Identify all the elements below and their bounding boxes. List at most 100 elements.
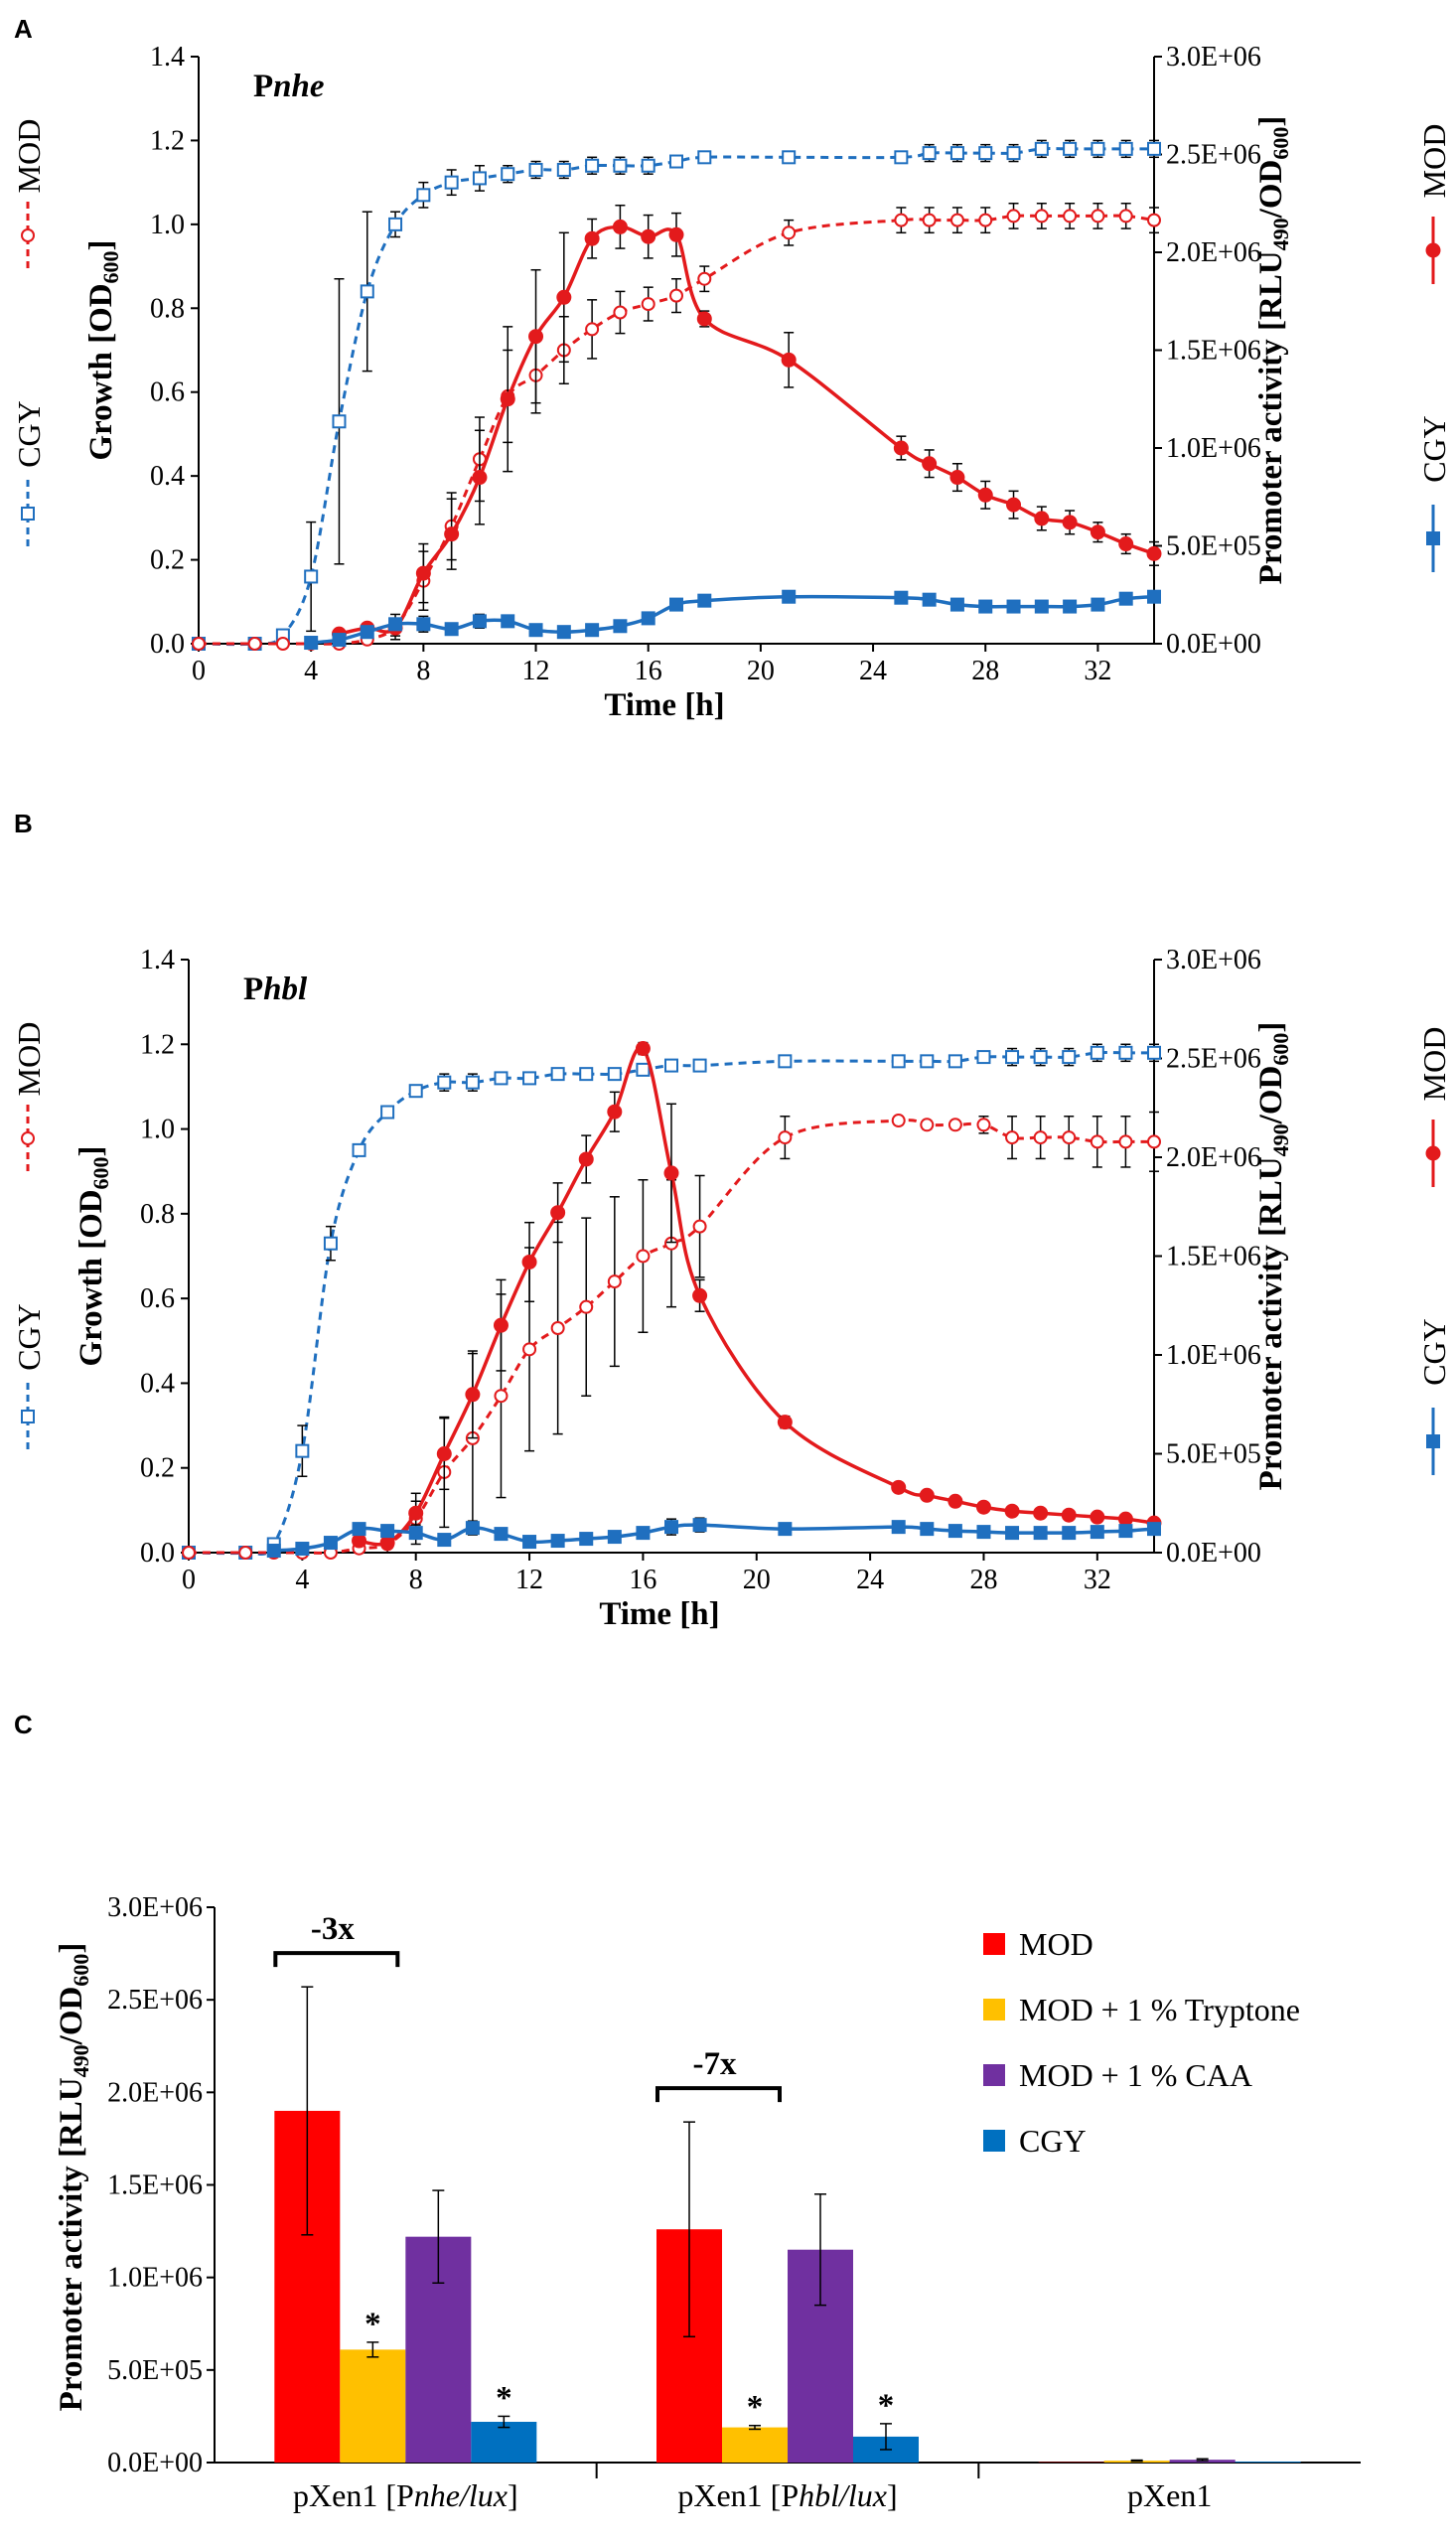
- series-line: [310, 594, 1155, 645]
- data-point: [444, 622, 459, 637]
- left-y-axis-title: Growth [OD600]: [73, 1145, 113, 1366]
- right-y-tick-label: 5.0E+05: [1166, 531, 1261, 562]
- data-point: [1118, 1134, 1133, 1149]
- data-point: [550, 1534, 565, 1549]
- fold-change-label: -3x: [311, 1911, 355, 1947]
- chart-title: Phbl: [243, 972, 308, 1007]
- x-tick-label: 24: [859, 656, 887, 686]
- data-point: [556, 289, 572, 305]
- data-point: [947, 1054, 962, 1069]
- x-tick-label: 12: [515, 1565, 543, 1595]
- chart-title: Pnhe: [253, 69, 325, 104]
- data-point: [295, 1542, 310, 1557]
- x-tick-label: 4: [295, 1565, 309, 1595]
- data-point: [1063, 599, 1078, 614]
- data-point: [697, 593, 712, 608]
- legend-label: MOD + 1 % Tryptone: [1019, 1992, 1300, 2027]
- data-point: [894, 150, 909, 165]
- data-point: [1090, 1509, 1105, 1525]
- data-point: [1062, 1526, 1077, 1541]
- right-y-axis-title: Promoter activity [RLU490/OD600]: [1253, 116, 1293, 585]
- data-point: [494, 1389, 509, 1404]
- right-y-title-sub1: 490: [1268, 1123, 1293, 1156]
- data-point: [1034, 209, 1049, 224]
- group-label-post: ]: [508, 2477, 518, 2513]
- data-point: [1006, 209, 1021, 224]
- left-y-tick-label: 0.6: [150, 377, 185, 408]
- left-y-title-end: ]: [83, 239, 119, 250]
- x-tick-label: 20: [747, 656, 775, 686]
- data-point: [1005, 1526, 1020, 1541]
- data-point: [922, 146, 937, 161]
- data-point: [472, 614, 487, 629]
- bar-mod-1-tryptone: [340, 2349, 406, 2463]
- group-label: pXen1 [Phbl/lux]: [677, 2477, 897, 2513]
- data-point: [920, 1522, 935, 1537]
- data-point: [1147, 1134, 1161, 1149]
- data-point: [782, 225, 797, 240]
- group-label-italic: nhe/lux: [414, 2477, 508, 2513]
- data-point: [947, 1524, 962, 1539]
- data-point: [1033, 1526, 1048, 1541]
- legend-swatch: [983, 2064, 1005, 2086]
- right-y-axis-title: Promoter activity [RLU490/OD600]: [1253, 1022, 1293, 1491]
- left-y-tick-label: 0.6: [140, 1283, 175, 1314]
- data-point: [976, 1050, 991, 1065]
- left-y-tick-label: 0.4: [150, 461, 185, 492]
- data-point: [465, 1521, 480, 1536]
- legend-label-mod: MOD: [1416, 124, 1452, 199]
- left-y-tick-label: 0.0: [150, 629, 185, 660]
- data-point: [697, 271, 712, 286]
- line-chart-b: 0.0 0.2 0.4 0.6 0.8 1.0 1.2 1.4 0.0E+00 5.0E+05 1.…: [11, 945, 1452, 1632]
- legend-label-cgy: CGY: [11, 1303, 47, 1371]
- series-cgy-promoter: [266, 1517, 1161, 1559]
- data-point: [579, 1067, 594, 1082]
- data-point: [436, 1446, 452, 1461]
- legend-label-mod: MOD: [11, 119, 47, 194]
- data-point: [494, 1071, 509, 1086]
- data-point: [500, 391, 515, 407]
- y-tick-label: 2.5E+06: [107, 1985, 203, 2016]
- data-point: [1118, 536, 1134, 552]
- data-point: [352, 1522, 366, 1537]
- left-y-tick-label: 0.8: [150, 293, 185, 324]
- legend-label-mod: MOD: [11, 1022, 47, 1097]
- data-point: [949, 213, 964, 227]
- data-point: [613, 158, 628, 173]
- legend-label-cgy: CGY: [1416, 1318, 1452, 1386]
- chart-title-italic: nhe: [273, 69, 324, 104]
- x-tick-label: 28: [969, 1565, 997, 1595]
- data-point: [1118, 1524, 1133, 1539]
- x-tick-label: 4: [304, 656, 318, 686]
- data-point: [891, 1114, 906, 1128]
- y-title-mid: /OD: [54, 1987, 89, 2046]
- y-title-sub1: 490: [69, 2044, 93, 2077]
- left-y-tick-label: 0.0: [140, 1538, 175, 1569]
- data-point: [444, 526, 460, 542]
- data-point: [893, 440, 909, 456]
- data-point: [380, 1524, 395, 1539]
- legend-label: MOD: [1019, 1926, 1093, 1962]
- right-y-tick-label: 1.5E+06: [1166, 336, 1261, 367]
- left-y-title-end: ]: [73, 1145, 109, 1156]
- data-point: [919, 1487, 935, 1503]
- data-point: [1118, 209, 1133, 224]
- data-point: [1062, 1050, 1077, 1065]
- data-point: [1091, 141, 1105, 156]
- data-point: [1118, 141, 1133, 156]
- series-line: [198, 147, 1154, 647]
- data-point: [669, 597, 683, 612]
- data-point: [182, 1546, 196, 1560]
- data-point: [585, 322, 600, 337]
- group-label: pXen1: [1127, 2477, 1212, 2513]
- data-point: [607, 1104, 623, 1120]
- data-point: [1062, 1130, 1077, 1145]
- data-point: [528, 329, 544, 345]
- chart-title-prefix: P: [243, 972, 263, 1007]
- data-point: [1063, 209, 1078, 224]
- data-point: [528, 162, 543, 177]
- significance-asterisk: *: [364, 2307, 381, 2342]
- series-cgy-growth: [192, 139, 1161, 651]
- data-point: [1033, 1130, 1048, 1145]
- data-point: [465, 1075, 480, 1090]
